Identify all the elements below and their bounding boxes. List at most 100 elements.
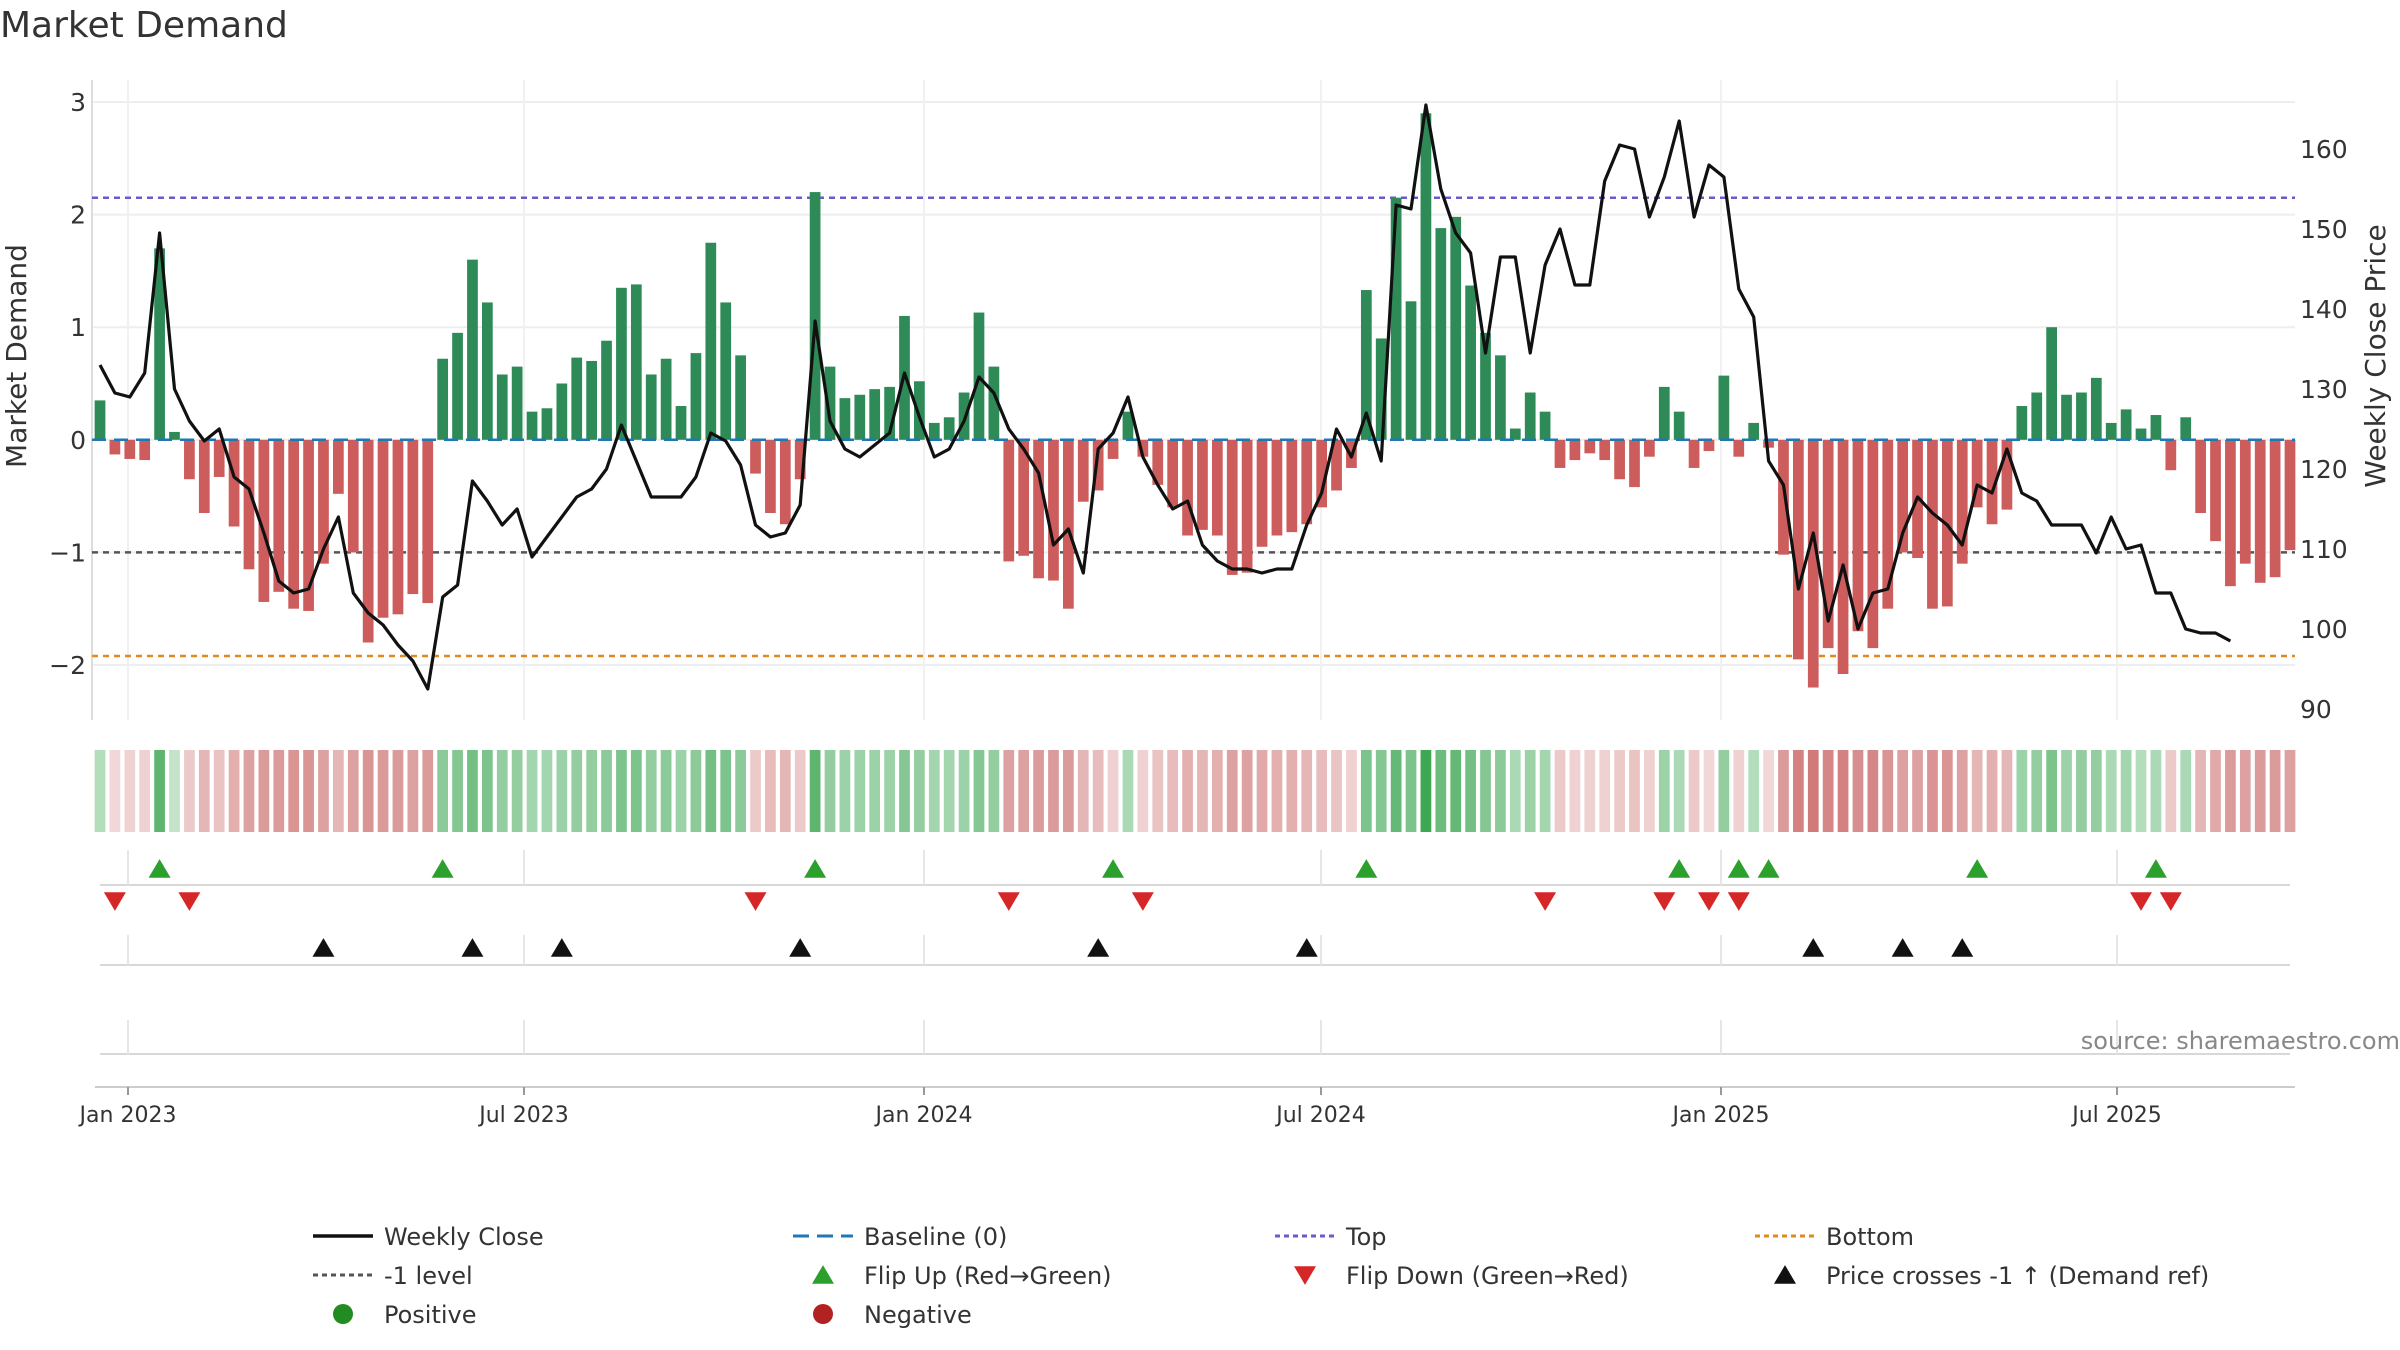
- demand-bar: [1629, 439, 1640, 488]
- heat-cell: [1301, 750, 1313, 832]
- demand-bar: [1122, 411, 1134, 440]
- heat-cell: [1211, 750, 1223, 832]
- heat-cell: [854, 750, 866, 832]
- heat-cell: [496, 750, 508, 832]
- heat-cell: [1033, 750, 1044, 832]
- demand-bar: [2165, 439, 2177, 471]
- flip-down-marker: [1727, 892, 1750, 911]
- heat-cell: [988, 750, 1000, 832]
- weekly-close-line: [98, 103, 2232, 691]
- demand-bar: [1137, 439, 1149, 457]
- demand-bar: [1003, 439, 1015, 562]
- legend-triangle-down: [1294, 1266, 1316, 1285]
- demand-bar: [571, 357, 583, 440]
- heat-cell: [139, 750, 151, 832]
- demand-bar: [541, 408, 553, 440]
- heat-cell: [1063, 750, 1074, 832]
- x-tick-label: Jan 2023: [78, 1103, 177, 1128]
- heat-cell: [2046, 750, 2057, 832]
- demand-bar: [1480, 332, 1491, 440]
- demand-bar: [1867, 439, 1879, 649]
- demand-bar: [452, 332, 463, 440]
- legend-label: Weekly Close: [384, 1223, 544, 1251]
- flip-down-marker: [178, 892, 201, 911]
- heat-cell: [914, 750, 925, 832]
- heat-cell: [288, 750, 300, 832]
- demand-bar: [1807, 439, 1819, 688]
- flip-down-marker: [744, 892, 767, 911]
- demand-bar: [854, 394, 866, 440]
- demand-bar: [213, 439, 225, 477]
- demand-bar: [1956, 439, 1968, 564]
- legend-label: Flip Up (Red→Green): [864, 1262, 1112, 1290]
- heat-cell: [720, 750, 732, 832]
- heat-cell: [407, 750, 419, 832]
- demand-bar: [1226, 439, 1238, 575]
- legend-label: Top: [1345, 1223, 1387, 1251]
- demand-bar: [2195, 439, 2206, 513]
- legend-label: -1 level: [384, 1262, 473, 1290]
- right-axis-ticks: 160 150 140 130 120 110 100 90: [2300, 135, 2348, 724]
- demand-bar: [809, 192, 821, 440]
- flip-down-marker: [997, 892, 1020, 911]
- demand-bar: [1077, 439, 1089, 502]
- heat-cell: [1346, 750, 1357, 832]
- flip-down-marker: [1534, 892, 1557, 911]
- heat-cell: [1316, 750, 1327, 832]
- heat-cell: [1271, 750, 1283, 832]
- heat-cell: [1629, 750, 1640, 832]
- demand-bar: [1688, 439, 1700, 468]
- chart-title: Market Demand: [0, 5, 288, 46]
- flip-down-marker: [1697, 892, 1720, 911]
- demand-bar: [1107, 439, 1119, 459]
- demand-bar: [2150, 415, 2162, 440]
- demand-bar: [1182, 439, 1193, 536]
- heat-cell: [154, 750, 165, 832]
- heat-cell: [1569, 750, 1581, 832]
- flip-down-marker: [1131, 892, 1154, 911]
- demand-bar: [362, 439, 374, 643]
- heat-cell: [690, 750, 702, 832]
- demand-bar: [198, 439, 210, 513]
- demand-bar: [824, 366, 836, 440]
- demand-bar: [94, 400, 106, 440]
- demand-bar: [1435, 228, 1447, 440]
- heat-cell: [1539, 750, 1551, 832]
- demand-bar: [1450, 216, 1462, 440]
- heat-cell: [273, 750, 285, 832]
- heat-cell: [467, 750, 478, 832]
- heat-cell: [2105, 750, 2117, 832]
- demand-bar: [750, 439, 761, 474]
- legend-item: Positive: [333, 1301, 477, 1329]
- heat-cell: [1703, 750, 1715, 832]
- demand-bar: [616, 287, 627, 440]
- legend-item: Negative: [813, 1301, 972, 1329]
- heat-cell: [1226, 750, 1238, 832]
- right-tick-label: 120: [2300, 455, 2348, 484]
- heat-cell: [511, 750, 523, 832]
- demand-bar: [496, 374, 508, 440]
- heat-cell: [169, 750, 180, 832]
- demand-bar: [1718, 375, 1730, 440]
- demand-bar: [943, 417, 955, 440]
- heat-cell: [1405, 750, 1417, 832]
- legend-item: Flip Up (Red→Green): [812, 1262, 1112, 1290]
- heat-cell: [1807, 750, 1819, 832]
- flip-up-marker: [1668, 859, 1691, 878]
- heat-cell: [630, 750, 642, 832]
- demand-bar: [1822, 439, 1834, 649]
- flip-up-marker: [804, 859, 827, 878]
- heat-cell: [1718, 750, 1730, 832]
- demand-bar: [1063, 439, 1074, 609]
- heat-cell: [943, 750, 955, 832]
- heat-cell: [1435, 750, 1447, 832]
- heat-cell: [2090, 750, 2102, 832]
- demand-bar: [1420, 113, 1432, 440]
- heat-cell: [1197, 750, 1208, 832]
- demand-bar: [914, 381, 925, 440]
- left-tick-label: 0: [70, 426, 86, 455]
- heat-cell: [1956, 750, 1968, 832]
- flip-up-marker: [1727, 859, 1750, 878]
- heat-cell: [2120, 750, 2132, 832]
- legend-item: Flip Down (Green→Red): [1294, 1262, 1629, 1290]
